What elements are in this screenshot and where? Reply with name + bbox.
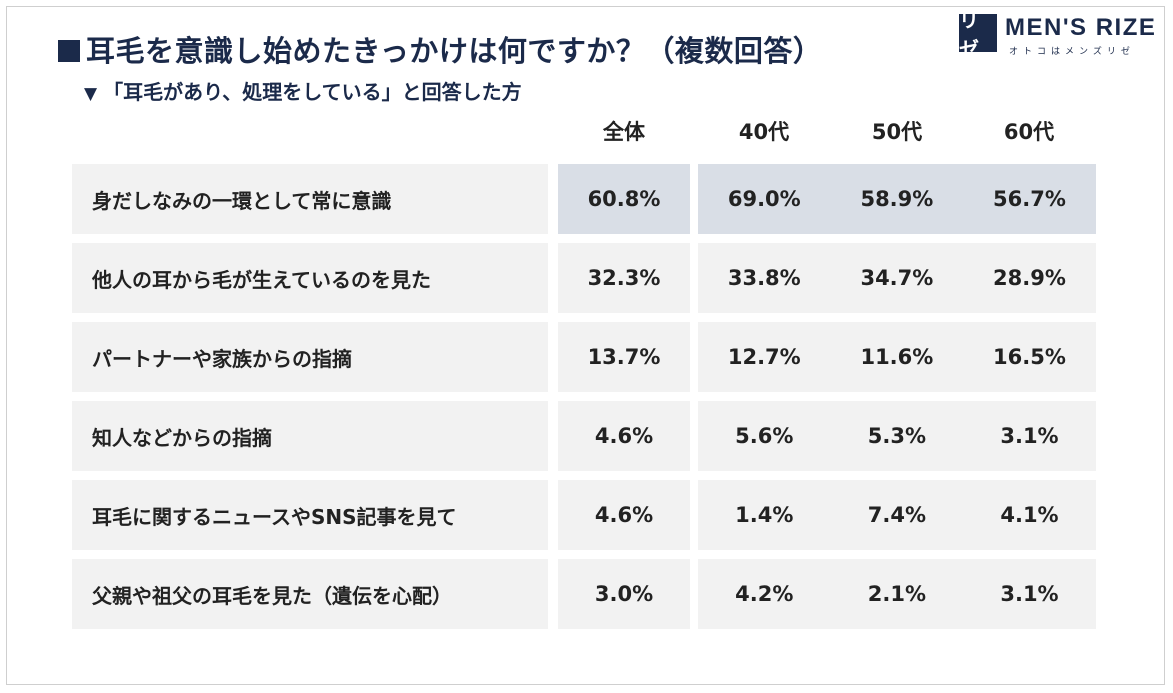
chart-subtitle: ▼ 「耳毛があり、処理をしている」と回答した方 [84,76,522,105]
value-50s: 7.4% [867,503,927,527]
age-values: 1.4% 7.4% 4.1% [698,480,1096,550]
row-label: 耳毛に関するニュースやSNS記事を見て [72,480,548,550]
chart-title: 耳毛を意識し始めたきっかけは何ですか？（複数回答） [58,28,822,70]
logo-mark: リゼ [959,8,997,61]
table-row: 父親や祖父の耳毛を見た（遺伝を心配） 3.0% 4.2% 2.1% 3.1% [72,559,1096,629]
table-row: 知人などからの指摘 4.6% 5.6% 5.3% 3.1% [72,401,1096,471]
value-60s: 28.9% [993,266,1066,290]
value-60s: 56.7% [993,187,1066,211]
column-header-50s: 50代 [871,120,923,144]
value-40s: 33.8% [727,266,801,290]
value-60s: 3.1% [1000,424,1059,448]
logo-name: MEN'S RIZE [1005,14,1157,41]
brand-logo: リゼ MEN'S RIZE オトコはメンズリゼ [959,8,1159,62]
row-label: 他人の耳から毛が生えているのを見た [72,243,548,313]
value-total: 60.8% [558,164,690,234]
age-values: 33.8% 34.7% 28.9% [698,243,1096,313]
slide-frame [6,6,1165,685]
value-50s: 34.7% [860,266,934,290]
row-label: 知人などからの指摘 [72,401,548,471]
value-50s: 58.9% [860,187,934,211]
column-header-40s: 40代 [738,120,790,144]
age-values: 12.7% 11.6% 16.5% [698,322,1096,392]
age-values: 69.0% 58.9% 56.7% [698,164,1096,234]
logo-kana: オトコはメンズリゼ [1009,47,1135,57]
title-square-icon [58,40,80,62]
row-label: 身だしなみの一環として常に意識 [72,164,548,234]
triangle-down-icon: ▼ [84,84,98,104]
value-total: 4.6% [558,401,690,471]
value-40s: 12.7% [727,345,801,369]
table-row: 他人の耳から毛が生えているのを見た 32.3% 33.8% 34.7% 28.9% [72,243,1096,313]
value-40s: 69.0% [727,187,801,211]
value-total: 3.0% [558,559,690,629]
age-values: 5.6% 5.3% 3.1% [698,401,1096,471]
value-total: 4.6% [558,480,690,550]
value-40s: 1.4% [735,503,794,527]
value-40s: 5.6% [735,424,794,448]
column-header-total: 全体 [603,120,645,144]
value-60s: 4.1% [1000,503,1059,527]
value-total: 32.3% [558,243,690,313]
table-row: 身だしなみの一環として常に意識 60.8% 69.0% 58.9% 56.7% [72,164,1096,234]
value-60s: 3.1% [1000,582,1059,606]
age-values: 4.2% 2.1% 3.1% [698,559,1096,629]
table-row: 耳毛に関するニュースやSNS記事を見て 4.6% 1.4% 7.4% 4.1% [72,480,1096,550]
value-60s: 16.5% [993,345,1066,369]
value-50s: 5.3% [867,424,927,448]
value-50s: 11.6% [860,345,934,369]
value-total: 13.7% [558,322,690,392]
row-label: パートナーや家族からの指摘 [72,322,548,392]
title-text: 耳毛を意識し始めたきっかけは何ですか？（複数回答） [86,34,823,68]
subtitle-text: 「耳毛があり、処理をしている」と回答した方 [103,80,522,104]
value-40s: 4.2% [735,582,794,606]
column-header-60s: 60代 [1003,120,1055,144]
row-label: 父親や祖父の耳毛を見た（遺伝を心配） [72,559,548,629]
table-row: パートナーや家族からの指摘 13.7% 12.7% 11.6% 16.5% [72,322,1096,392]
value-50s: 2.1% [867,582,927,606]
